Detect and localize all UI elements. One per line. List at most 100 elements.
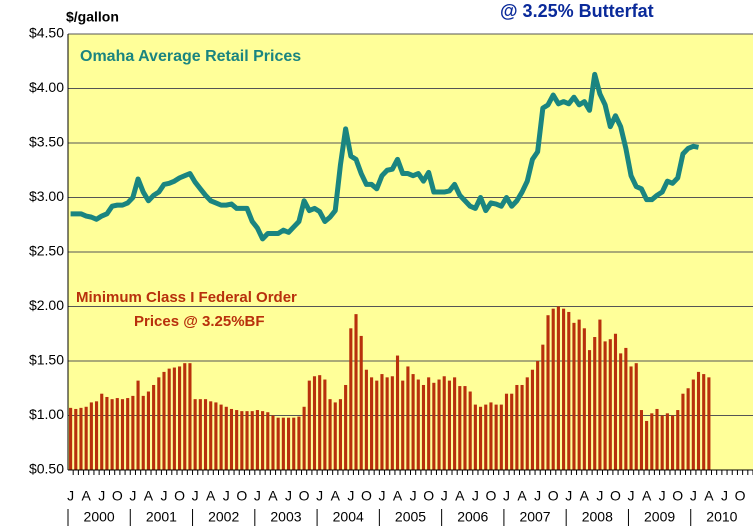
bar (541, 344, 545, 470)
bar (162, 371, 166, 470)
x-tick-label: O (423, 488, 434, 504)
bar (235, 410, 239, 470)
bar (624, 347, 628, 470)
bar (240, 411, 244, 470)
bar (437, 379, 441, 470)
x-tick-label: A (580, 488, 590, 504)
bar (136, 380, 140, 470)
y-tick-label: $0.50 (29, 461, 64, 477)
bar (84, 406, 88, 470)
bar (286, 417, 291, 470)
bar (380, 374, 384, 470)
bar (484, 404, 488, 470)
bar (214, 402, 218, 470)
x-tick-label: O (174, 488, 185, 504)
bar (473, 404, 477, 470)
bar (395, 355, 400, 470)
x-tick-label: J (192, 488, 199, 504)
x-tick-label: J (316, 488, 323, 504)
bar (702, 374, 706, 470)
bar (276, 417, 280, 470)
bar (74, 408, 78, 470)
bar (209, 401, 213, 470)
x-tick-label: O (672, 488, 683, 504)
bar (536, 361, 540, 470)
bar (525, 377, 529, 470)
bar (297, 416, 301, 470)
bar (385, 377, 389, 470)
x-tick-label: A (81, 488, 91, 504)
bar (411, 374, 415, 470)
x-tick-label: J (441, 488, 448, 504)
line (70, 71, 700, 242)
bar (458, 386, 462, 470)
bar (572, 322, 576, 470)
bar (707, 377, 711, 470)
year-label: 2000 (84, 509, 115, 525)
bar (354, 314, 358, 470)
bar (432, 382, 436, 470)
bar (613, 333, 618, 470)
x-tick-label: J (596, 488, 603, 504)
bar (328, 399, 332, 470)
bar (105, 396, 109, 470)
bar (323, 379, 327, 470)
bar (120, 399, 125, 470)
bar (152, 384, 156, 470)
annotation: Prices @ 3.25%BF (134, 313, 265, 330)
y-tick-label: $3.50 (29, 134, 64, 150)
bar (141, 395, 145, 470)
bar (453, 377, 457, 470)
y-tick-label: $2.50 (29, 243, 64, 259)
bar (364, 369, 368, 470)
bar (660, 415, 664, 470)
year-label: 2006 (457, 509, 488, 525)
x-tick-label: O (485, 488, 496, 504)
x-tick-label: O (112, 488, 123, 504)
bar (691, 379, 695, 470)
x-tick-label: A (517, 488, 527, 504)
bar (463, 386, 467, 470)
bar (131, 395, 135, 470)
bar (587, 350, 592, 470)
bar (250, 411, 254, 470)
x-tick-label: J (129, 488, 136, 504)
x-tick-label: A (393, 488, 403, 504)
bar (577, 319, 581, 470)
bar (639, 410, 643, 470)
bar (619, 353, 623, 470)
x-tick-label: J (410, 488, 417, 504)
x-tick-label: J (690, 488, 697, 504)
bar (172, 367, 176, 470)
bar (255, 410, 259, 470)
bar (567, 311, 571, 470)
bar (178, 366, 182, 470)
bar (229, 408, 234, 470)
bar (401, 380, 405, 470)
bar (245, 411, 249, 470)
year-label: 2010 (706, 509, 737, 525)
chart-title: @ 3.25% Butterfat (500, 1, 654, 21)
bar (416, 379, 420, 470)
bar (629, 366, 633, 470)
x-tick-label: J (67, 488, 74, 504)
x-tick-label: J (98, 488, 105, 504)
bar (261, 411, 265, 470)
bar (79, 407, 83, 470)
year-label: 2002 (208, 509, 239, 525)
bar (188, 363, 192, 470)
bar (421, 384, 426, 470)
bar (349, 328, 353, 470)
bar (530, 369, 535, 470)
bar (504, 393, 509, 470)
bar (69, 407, 73, 470)
bar (442, 376, 446, 470)
bar (359, 335, 363, 470)
bar (655, 408, 659, 470)
x-tick-label: A (144, 488, 154, 504)
bar (312, 376, 317, 470)
y-tick-label: $4.00 (29, 79, 64, 95)
x-tick-label: O (735, 488, 746, 504)
bar (183, 363, 187, 470)
